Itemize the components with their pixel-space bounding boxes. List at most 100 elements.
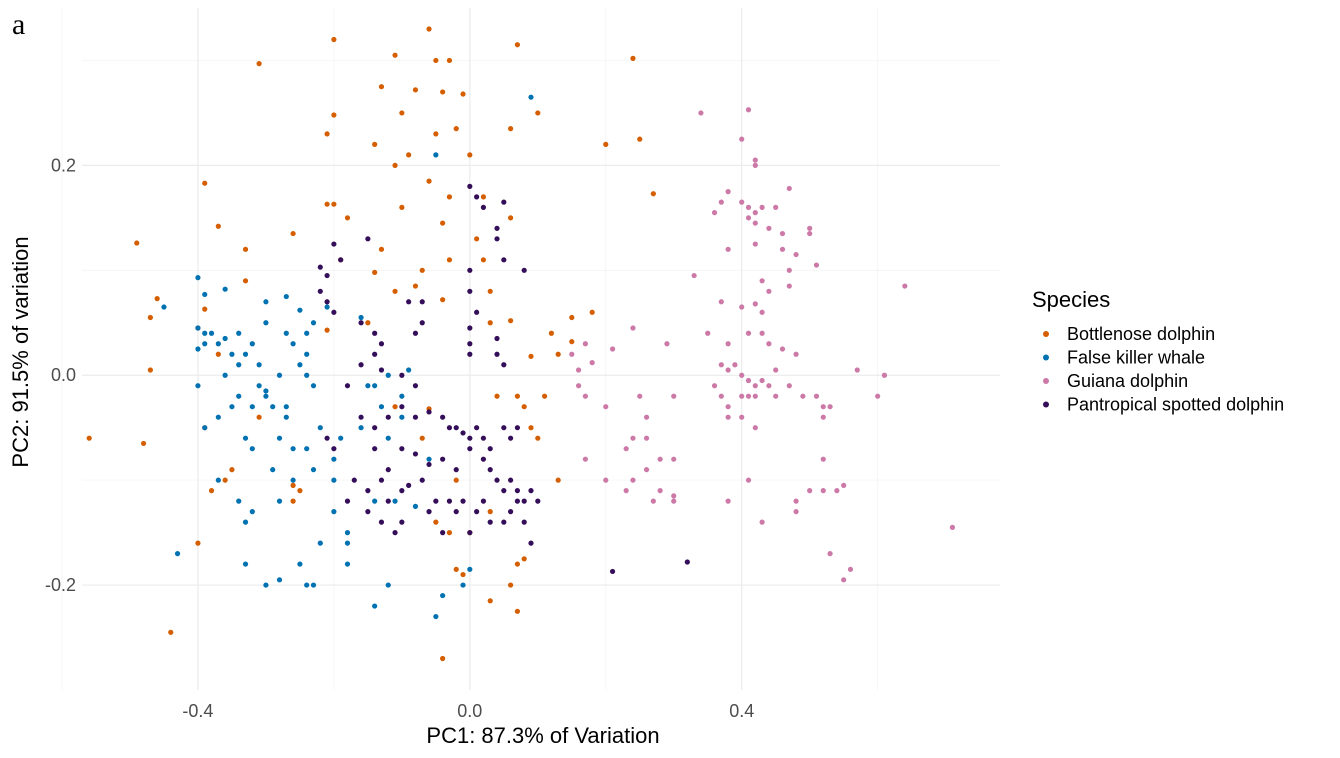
- point-false-killer-whale: [263, 299, 269, 305]
- point-bottlenose-dolphin: [324, 131, 330, 137]
- point-bottlenose-dolphin: [372, 269, 378, 276]
- point-pantropical-spotted-dolphin: [467, 446, 473, 452]
- legend-label-false-killer-whale: False killer whale: [1067, 348, 1205, 368]
- point-guiana-dolphin: [752, 157, 758, 163]
- point-guiana-dolphin: [725, 246, 731, 252]
- point-false-killer-whale: [304, 446, 310, 452]
- point-guiana-dolphin: [698, 110, 704, 116]
- point-pantropical-spotted-dolphin: [392, 530, 398, 536]
- point-guiana-dolphin: [725, 498, 731, 504]
- point-guiana-dolphin: [759, 204, 765, 210]
- point-guiana-dolphin: [820, 414, 826, 420]
- point-guiana-dolphin: [745, 215, 752, 221]
- point-pantropical-spotted-dolphin: [514, 498, 521, 504]
- point-guiana-dolphin: [847, 566, 854, 572]
- point-pantropical-spotted-dolphin: [399, 519, 405, 525]
- point-pantropical-spotted-dolphin: [453, 467, 459, 473]
- point-bottlenose-dolphin: [290, 230, 296, 237]
- point-bottlenose-dolphin: [242, 246, 249, 252]
- point-pantropical-spotted-dolphin: [467, 325, 473, 331]
- point-pantropical-spotted-dolphin: [358, 362, 364, 368]
- point-false-killer-whale: [276, 577, 283, 583]
- point-pantropical-spotted-dolphin: [412, 451, 419, 457]
- point-guiana-dolphin: [854, 367, 860, 373]
- point-guiana-dolphin: [752, 393, 758, 399]
- point-guiana-dolphin: [786, 283, 792, 289]
- point-pantropical-spotted-dolphin: [487, 467, 493, 473]
- point-pantropical-spotted-dolphin: [385, 414, 391, 420]
- legend-label-guiana-dolphin: Guiana dolphin: [1067, 371, 1188, 391]
- point-bottlenose-dolphin: [324, 327, 330, 333]
- point-false-killer-whale: [304, 330, 310, 336]
- point-pantropical-spotted-dolphin: [467, 183, 473, 189]
- point-false-killer-whale: [310, 467, 317, 473]
- legend-label-bottlenose-dolphin: Bottlenose dolphin: [1067, 324, 1215, 344]
- point-pantropical-spotted-dolphin: [514, 488, 521, 494]
- point-guiana-dolphin: [732, 362, 738, 368]
- point-pantropical-spotted-dolphin: [399, 372, 405, 378]
- point-false-killer-whale: [385, 372, 391, 378]
- point-pantropical-spotted-dolphin: [406, 299, 412, 305]
- point-bottlenose-dolphin: [440, 655, 446, 662]
- point-false-killer-whale: [433, 152, 439, 158]
- point-guiana-dolphin: [739, 136, 745, 142]
- point-pantropical-spotted-dolphin: [372, 351, 378, 357]
- point-false-killer-whale: [467, 566, 473, 572]
- point-guiana-dolphin: [786, 267, 792, 273]
- point-false-killer-whale: [331, 509, 337, 515]
- point-false-killer-whale: [344, 530, 351, 536]
- point-false-killer-whale: [317, 540, 323, 546]
- point-bottlenose-dolphin: [453, 566, 459, 572]
- point-pantropical-spotted-dolphin: [399, 446, 405, 452]
- point-guiana-dolphin: [569, 351, 575, 357]
- point-bottlenose-dolphin: [392, 288, 398, 294]
- point-false-killer-whale: [283, 330, 289, 336]
- point-guiana-dolphin: [902, 283, 908, 289]
- point-bottlenose-dolphin: [650, 191, 656, 197]
- point-guiana-dolphin: [841, 482, 847, 488]
- point-pantropical-spotted-dolphin: [331, 309, 337, 315]
- point-pantropical-spotted-dolphin: [501, 362, 507, 368]
- point-bottlenose-dolphin: [521, 556, 527, 562]
- point-false-killer-whale: [236, 330, 242, 336]
- point-false-killer-whale: [270, 404, 276, 410]
- point-bottlenose-dolphin: [453, 477, 459, 483]
- point-guiana-dolphin: [671, 493, 677, 499]
- point-pantropical-spotted-dolphin: [508, 509, 514, 515]
- point-pantropical-spotted-dolphin: [440, 456, 446, 462]
- point-false-killer-whale: [392, 498, 398, 504]
- panel-tag: a: [12, 8, 25, 41]
- point-guiana-dolphin: [643, 414, 650, 420]
- point-bottlenose-dolphin: [440, 220, 446, 226]
- point-guiana-dolphin: [793, 498, 799, 504]
- point-bottlenose-dolphin: [378, 84, 385, 90]
- point-guiana-dolphin: [745, 330, 752, 336]
- point-bottlenose-dolphin: [229, 467, 235, 473]
- point-guiana-dolphin: [766, 341, 772, 347]
- point-pantropical-spotted-dolphin: [324, 272, 330, 279]
- point-pantropical-spotted-dolphin: [338, 257, 344, 263]
- point-guiana-dolphin: [739, 414, 745, 420]
- point-pantropical-spotted-dolphin: [385, 498, 391, 504]
- point-false-killer-whale: [290, 477, 296, 483]
- point-guiana-dolphin: [752, 425, 758, 431]
- point-guiana-dolphin: [752, 241, 758, 247]
- point-guiana-dolphin: [759, 377, 765, 384]
- point-pantropical-spotted-dolphin: [406, 482, 412, 488]
- point-pantropical-spotted-dolphin: [494, 236, 500, 242]
- point-pantropical-spotted-dolphin: [514, 425, 521, 431]
- point-false-killer-whale: [344, 561, 351, 567]
- point-guiana-dolphin: [725, 341, 731, 347]
- point-pantropical-spotted-dolphin: [508, 477, 514, 483]
- point-guiana-dolphin: [949, 524, 956, 530]
- point-false-killer-whale: [242, 435, 249, 441]
- point-pantropical-spotted-dolphin: [344, 383, 351, 389]
- point-pantropical-spotted-dolphin: [501, 519, 507, 525]
- point-bottlenose-dolphin: [569, 339, 575, 345]
- point-false-killer-whale: [460, 582, 466, 588]
- point-false-killer-whale: [270, 467, 276, 473]
- point-pantropical-spotted-dolphin: [385, 467, 391, 473]
- point-false-killer-whale: [249, 509, 255, 515]
- point-bottlenose-dolphin: [548, 330, 554, 336]
- point-guiana-dolphin: [807, 488, 813, 494]
